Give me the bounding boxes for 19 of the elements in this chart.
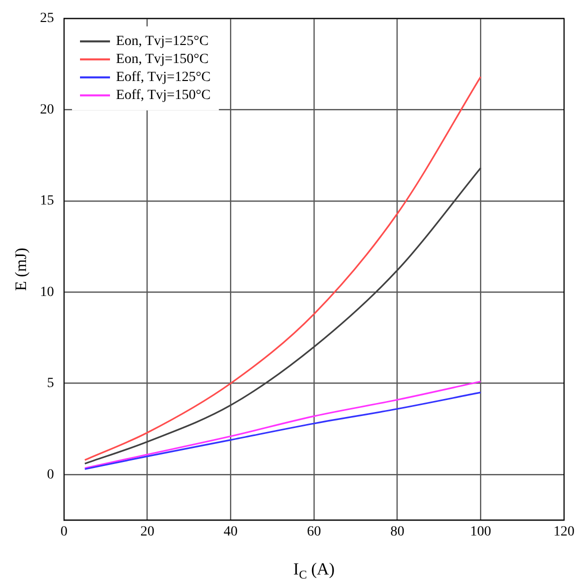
y-tick-label: 10	[40, 284, 54, 300]
x-tick-label: 40	[224, 524, 238, 540]
y-axis-title: E (mJ)	[13, 248, 30, 291]
legend-label: Eon, Tvj=150°C	[116, 52, 209, 68]
y-tick-label: 20	[40, 102, 54, 118]
x-tick-label: 80	[390, 524, 404, 540]
x-tick-label: 20	[140, 524, 154, 540]
y-tick-label: 5	[47, 376, 54, 392]
x-tick-label: 0	[60, 524, 68, 540]
y-tick-label: 15	[40, 194, 54, 209]
line-series	[84, 167, 482, 464]
x-tick-label: 120	[554, 524, 574, 540]
legend-label: Eon, Tvj=125°C	[116, 34, 209, 50]
y-tick-label: 0	[47, 467, 54, 482]
y-tick-label: 25	[40, 11, 54, 26]
x-tick-label: 100	[470, 524, 492, 540]
legend-label: Eoff, Tvj=125°C	[116, 70, 211, 86]
legend-label: Eoff, Tvj=150°C	[116, 88, 211, 104]
x-tick-label: 60	[307, 524, 321, 540]
